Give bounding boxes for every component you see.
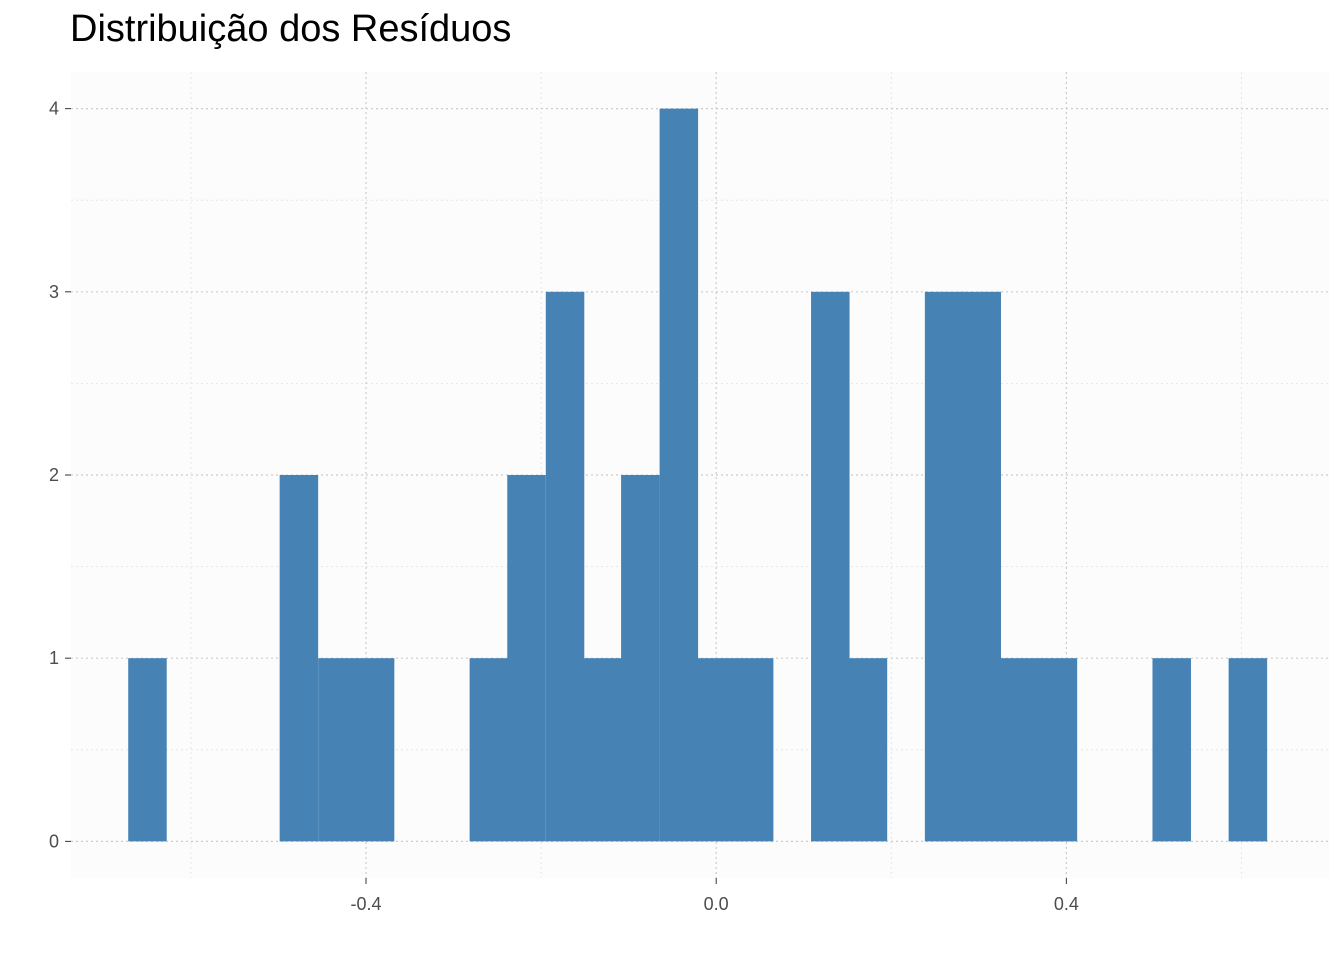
histogram-bar <box>621 475 660 842</box>
histogram-bar <box>659 108 699 842</box>
y-axis-ticks: 0 1 2 3 4 <box>49 99 71 851</box>
histogram-bar <box>583 658 622 842</box>
histogram-bar <box>811 291 850 842</box>
histogram-bar <box>734 658 774 842</box>
histogram-bar <box>1152 658 1191 842</box>
histogram-bar <box>1038 658 1078 842</box>
y-tick-label: 4 <box>49 99 59 119</box>
histogram-bar <box>128 658 167 842</box>
histogram-bar <box>924 291 964 842</box>
histogram-bar <box>1228 658 1268 842</box>
histogram-bar <box>848 658 888 842</box>
x-tick-label: 0.4 <box>1054 894 1079 914</box>
histogram-bar <box>1001 658 1040 842</box>
histogram-bar <box>962 291 1002 842</box>
histogram-bar <box>469 658 509 842</box>
y-tick-label: 0 <box>49 831 59 851</box>
histogram-bar <box>279 475 319 842</box>
histogram-bar <box>318 658 357 842</box>
chart-title: Distribuição dos Resíduos <box>70 8 512 50</box>
histogram-bar <box>697 658 736 842</box>
histogram-bar <box>355 658 395 842</box>
y-tick-label: 2 <box>49 465 59 485</box>
histogram-bars <box>128 108 1268 842</box>
x-tick-label: 0.0 <box>704 894 729 914</box>
x-axis-ticks: -0.4 0.0 0.4 <box>351 878 1079 914</box>
y-tick-label: 1 <box>49 648 59 668</box>
histogram-bar <box>507 475 546 842</box>
histogram-bar <box>545 291 585 842</box>
x-tick-label: -0.4 <box>351 894 382 914</box>
y-tick-label: 3 <box>49 282 59 302</box>
